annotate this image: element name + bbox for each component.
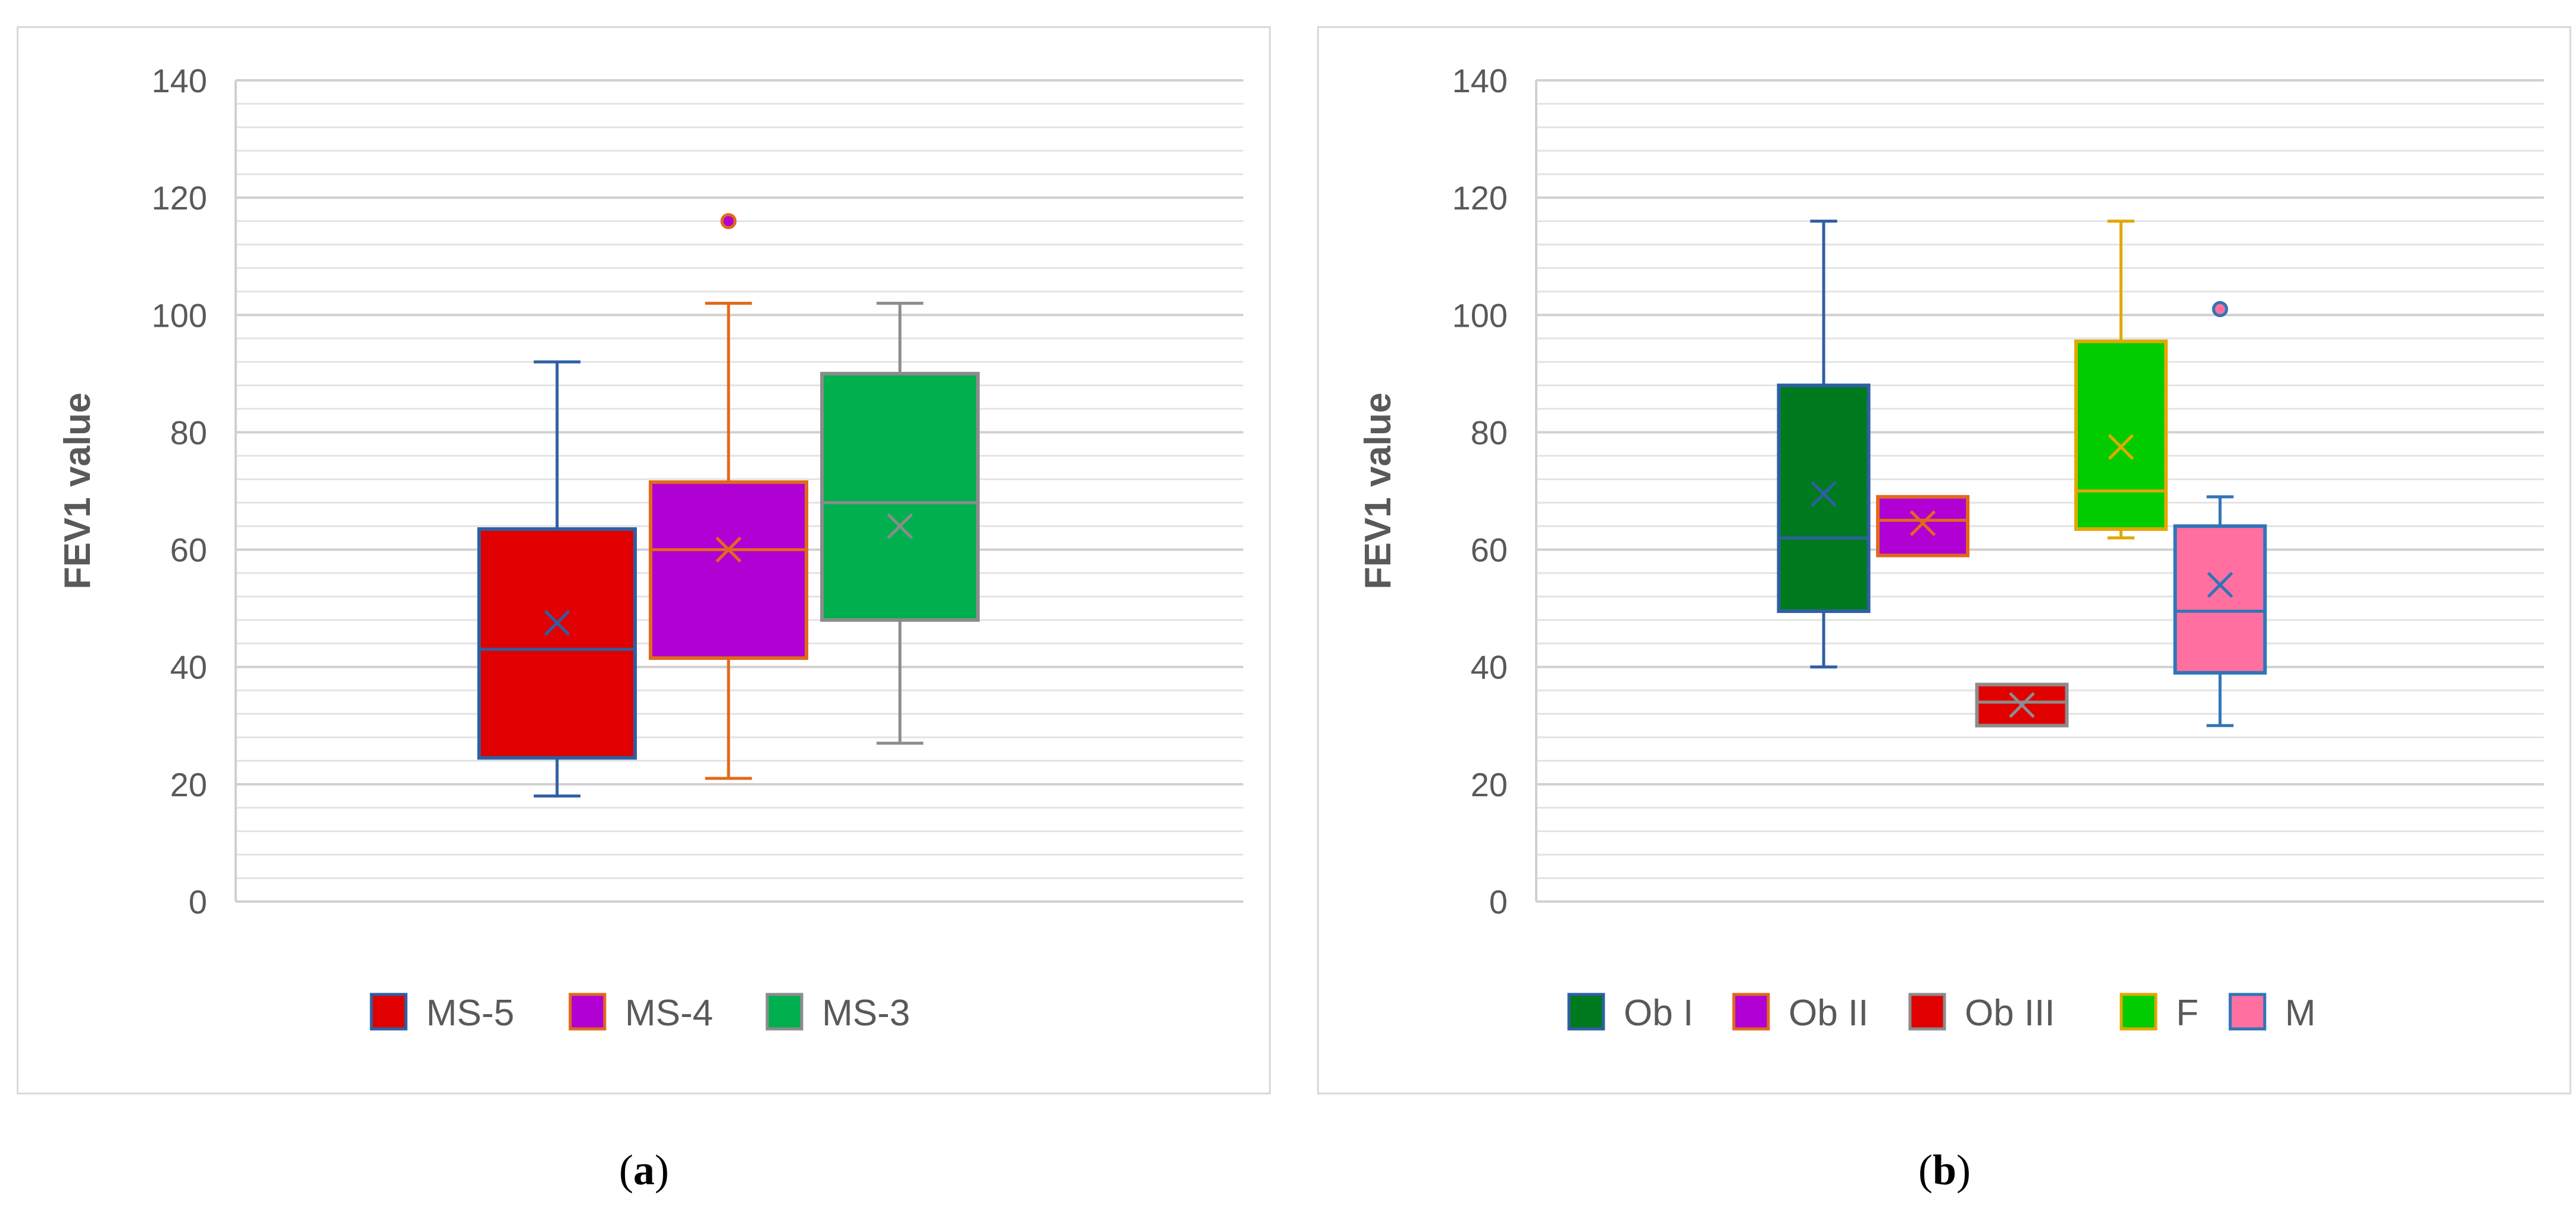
y-tick-label: 20: [1471, 766, 1508, 803]
legend-label: M: [2285, 993, 2316, 1034]
mean-marker: [1909, 510, 1936, 536]
y-tick-label: 0: [189, 883, 207, 921]
y-tick-label: 100: [1452, 296, 1508, 334]
y-tick-label: 80: [170, 414, 207, 451]
caption-a: (a): [619, 1146, 669, 1194]
iqr-box: [649, 480, 808, 660]
y-tick-label: 140: [1452, 62, 1508, 99]
box-group-f: [2074, 220, 2168, 540]
y-axis-label: FEV1 value: [1358, 393, 1399, 590]
legend-swatch: [2228, 993, 2266, 1031]
mean-marker: [2207, 571, 2233, 598]
legend-label: F: [2176, 993, 2199, 1034]
outlier-point: [2212, 301, 2228, 317]
box-group-m: [2173, 301, 2267, 727]
y-tick-label: 40: [170, 649, 207, 686]
iqr-box: [2074, 339, 2168, 531]
boxplot-chart-b: 0 20 40 60 80 100 120 140 FEV1 value Ob I Ob II Ob …: [1358, 62, 2544, 1034]
legend-swatch: [765, 993, 804, 1031]
caption-b: (b): [1918, 1146, 1971, 1194]
y-tick-label: 60: [1471, 531, 1508, 569]
legend-swatch: [568, 993, 607, 1031]
legend-swatch: [1732, 993, 1770, 1031]
legend-label: MS-3: [822, 993, 910, 1034]
legend-label: MS-4: [625, 993, 713, 1034]
caption-b-label: b: [1932, 1146, 1957, 1194]
iqr-box: [1777, 383, 1871, 614]
caption-a-label: a: [633, 1146, 655, 1194]
boxplot-chart-a: 0 20 40 60 80 100 120 140 FEV1 value MS-5 MS-4 MS-3: [57, 62, 1243, 1034]
y-tick-label: 120: [152, 179, 207, 217]
legend-swatch: [1908, 993, 1946, 1031]
legend-label: Ob I: [1624, 993, 1693, 1034]
y-tick-label: 80: [1471, 414, 1508, 451]
chart-panel-b: 0 20 40 60 80 100 120 140 FEV1 value Ob I Ob II Ob …: [1317, 26, 2571, 1094]
mean-marker: [2108, 434, 2134, 460]
legend-swatch: [2119, 993, 2158, 1031]
iqr-box: [477, 527, 637, 760]
y-tick-label: 60: [170, 531, 207, 569]
y-tick-label: 100: [152, 296, 207, 334]
legend-label: MS-5: [426, 993, 514, 1034]
box-group-ob-ii: [1876, 495, 1969, 558]
box-group-ob-iii: [1975, 683, 2069, 728]
y-tick-label: 0: [1489, 883, 1508, 921]
y-tick-label: 140: [152, 62, 207, 99]
mean-marker: [1811, 481, 1837, 507]
mean-marker: [887, 513, 913, 539]
outlier-point: [720, 213, 737, 230]
y-tick-label: 40: [1471, 649, 1508, 686]
legend-swatch: [1567, 993, 1605, 1031]
iqr-box: [1876, 495, 1969, 558]
box-group-ob-i: [1777, 220, 1871, 669]
iqr-box: [2173, 524, 2267, 675]
mean-marker: [715, 536, 742, 563]
mean-marker: [544, 610, 570, 636]
y-tick-label: 120: [1452, 179, 1508, 217]
legend-swatch: [370, 993, 408, 1031]
iqr-box: [820, 371, 980, 622]
y-tick-label: 20: [170, 766, 207, 803]
box-group-ms-5: [477, 360, 637, 798]
box-group-ms-4: [649, 213, 808, 780]
legend-label: Ob II: [1789, 993, 1868, 1034]
legend-label: Ob III: [1965, 993, 2055, 1034]
chart-panel-a: 0 20 40 60 80 100 120 140 FEV1 value MS-5 MS-4 MS-3: [17, 26, 1271, 1094]
y-axis-label: FEV1 value: [57, 393, 98, 590]
box-group-ms-3: [820, 302, 980, 745]
mean-marker: [2009, 692, 2035, 718]
